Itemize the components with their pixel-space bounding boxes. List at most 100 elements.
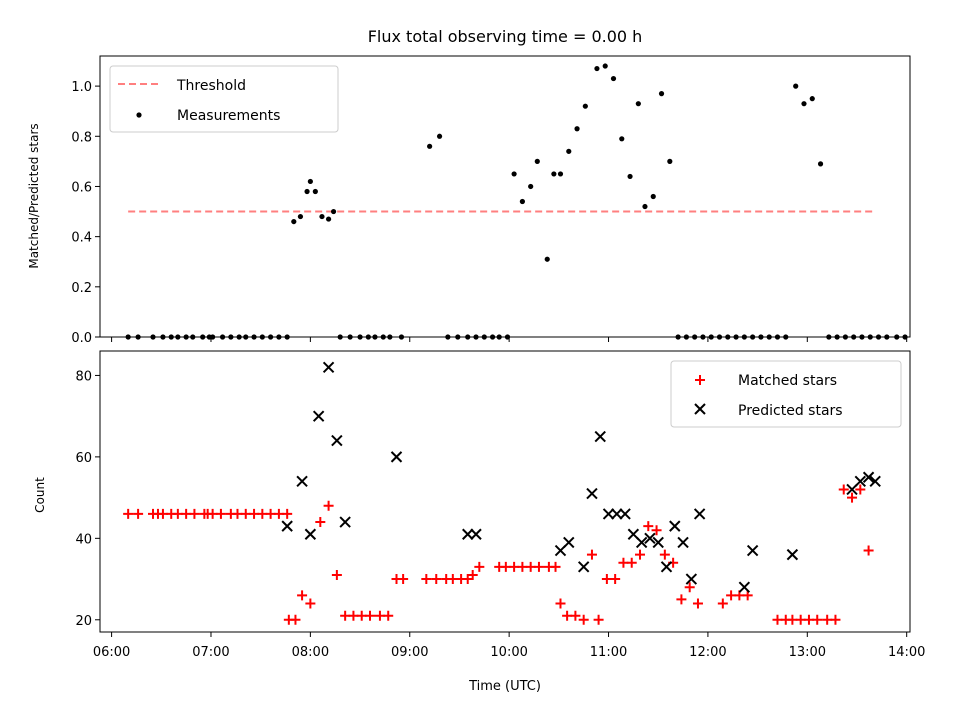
ratio-panel: Matched/Predicted stars 0.0 0.2 0.4 0.6 0.8 1…	[27, 55, 911, 346]
x-tick-label: 08:00	[292, 645, 329, 660]
matched-star-marker	[659, 549, 670, 560]
ratio-axes: 0.0 0.2 0.4 0.6 0.8 1.0	[71, 55, 911, 346]
predicted-star-marker	[281, 520, 293, 532]
measurement-point	[557, 171, 564, 177]
bottom-y-axis-label: Count	[33, 477, 47, 513]
measurement-point	[427, 143, 433, 149]
measurement-point	[650, 193, 656, 200]
measurement-point	[817, 161, 824, 167]
matched-star-marker	[215, 508, 226, 519]
matched-star-marker	[676, 594, 687, 605]
matched-star-marker	[570, 610, 581, 621]
matched-star-marker	[421, 574, 432, 585]
predicted-star-marker	[862, 471, 875, 483]
legend-predicted-label: Predicted stars	[738, 403, 843, 419]
matched-star-marker	[578, 614, 589, 625]
matched-star-marker	[297, 590, 308, 601]
matched-star-marker	[717, 598, 728, 609]
count-y-tick-label: 20	[75, 614, 92, 629]
matched-star-marker	[550, 561, 561, 572]
ratio-y-tick-label: 0.4	[71, 231, 92, 246]
predicted-star-marker	[390, 451, 403, 463]
measurement-point	[534, 158, 540, 164]
measurement-point	[319, 213, 325, 220]
ratio-y-tick-label: 1.0	[71, 80, 92, 95]
matched-star-marker	[742, 590, 753, 601]
matched-star-marker	[684, 582, 695, 593]
matched-star-marker	[305, 598, 316, 609]
measurement-point	[307, 178, 313, 185]
predicted-star-marker	[470, 528, 482, 540]
matched-star-marker	[863, 545, 874, 556]
matched-star-marker	[331, 569, 342, 580]
predicted-star-marker	[296, 475, 308, 488]
predicted-star-marker	[322, 361, 335, 373]
measurement-point	[635, 101, 641, 107]
matched-star-marker	[383, 610, 394, 621]
matched-star-marker	[365, 610, 375, 621]
x-tick-label: 09:00	[391, 645, 428, 660]
predicted-star-marker	[577, 561, 590, 573]
count-y-tick-label: 40	[75, 532, 92, 547]
ratio-legend: Threshold Measurements	[109, 65, 339, 133]
measurement-point	[642, 203, 648, 210]
matched-star-marker	[651, 525, 662, 536]
predicted-star-marker	[685, 573, 698, 585]
matched-star-marker	[189, 508, 200, 519]
x-tick-label: 12:00	[689, 645, 726, 660]
measurement-point	[667, 158, 673, 164]
predicted-star-marker	[339, 516, 351, 528]
matched-star-marker	[812, 614, 823, 625]
predicted-star-marker	[635, 536, 648, 549]
measurement-point	[594, 65, 600, 72]
matched-star-marker	[847, 492, 858, 503]
predicted-star-marker	[786, 548, 799, 561]
predicted-star-marker	[644, 532, 656, 545]
measurement-point	[544, 256, 550, 262]
measurement-point	[551, 171, 557, 177]
matched-star-marker	[593, 614, 604, 625]
matched-star-marker	[315, 517, 326, 528]
measurement-point	[436, 133, 443, 139]
matched-star-marker	[467, 569, 478, 580]
predicted-star-marker	[312, 410, 325, 422]
ratio-y-tick-label: 0.8	[71, 130, 92, 145]
legend-threshold-label: Threshold	[176, 78, 246, 94]
count-axes: 20 40 60 80 06:00 07:00 08:00 09:00 10:00 11:00 12…	[75, 350, 925, 660]
measurement-point	[809, 96, 815, 102]
predicted-star-marker	[462, 528, 474, 540]
matched-star-marker	[398, 574, 409, 585]
chart-title: Flux total observing time = 0.00 h	[368, 27, 643, 46]
predicted-star-marker	[602, 508, 615, 520]
legend-matched-label: Matched stars	[738, 373, 837, 389]
top-y-axis-label: Matched/Predicted stars	[27, 123, 41, 268]
measurement-point	[658, 91, 665, 97]
measurement-point	[528, 183, 534, 190]
matched-star-marker	[290, 614, 301, 625]
matched-star-marker	[692, 598, 703, 609]
measurement-point	[330, 208, 337, 215]
count-axes-frame	[99, 350, 911, 633]
count-legend-box	[670, 360, 902, 428]
matched-star-marker	[838, 484, 849, 495]
ratio-y-tick-label: 0.2	[71, 281, 92, 296]
legend-measurements-label: Measurements	[177, 108, 280, 124]
count-marks	[123, 361, 881, 625]
matched-star-marker	[323, 500, 334, 511]
legend-matched-swatch	[695, 375, 705, 385]
matched-star-marker	[123, 508, 134, 519]
measurement-point	[519, 198, 525, 205]
predicted-star-marker	[693, 508, 706, 520]
measurement-point	[610, 75, 617, 82]
measurement-point	[312, 188, 318, 195]
measurement-point	[801, 101, 807, 107]
measurement-point	[793, 83, 799, 89]
predicted-star-marker	[854, 475, 867, 488]
matched-star-marker	[282, 508, 293, 519]
matched-star-marker	[643, 521, 654, 532]
predicted-star-marker	[594, 430, 606, 443]
predicted-star-marker	[331, 434, 343, 447]
ratio-axes-frame	[99, 55, 911, 338]
measurement-point	[602, 63, 608, 69]
